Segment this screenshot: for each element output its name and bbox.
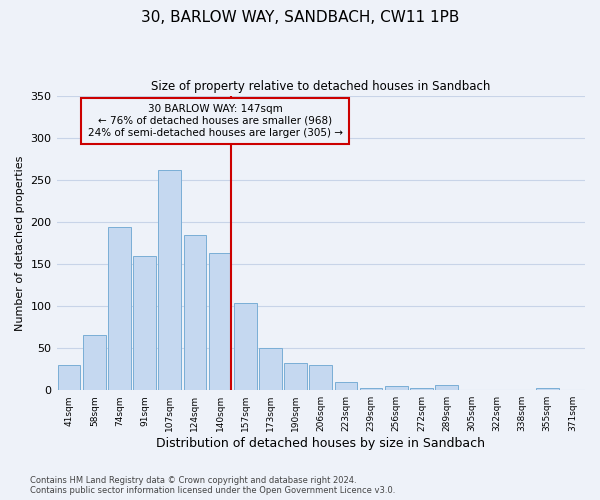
Bar [435,385,458,390]
Bar [284,364,307,390]
Bar [335,382,357,390]
Bar [158,170,181,390]
X-axis label: Distribution of detached houses by size in Sandbach: Distribution of detached houses by size … [156,437,485,450]
Text: 30, BARLOW WAY, SANDBACH, CW11 1PB: 30, BARLOW WAY, SANDBACH, CW11 1PB [141,10,459,25]
Bar [536,388,559,390]
Text: 30 BARLOW WAY: 147sqm
← 76% of detached houses are smaller (968)
24% of semi-det: 30 BARLOW WAY: 147sqm ← 76% of detached … [88,104,343,138]
Bar [234,304,257,390]
Bar [209,253,232,390]
Bar [184,236,206,390]
Text: Contains HM Land Registry data © Crown copyright and database right 2024.
Contai: Contains HM Land Registry data © Crown c… [30,476,395,495]
Bar [58,365,80,390]
Bar [83,336,106,390]
Bar [133,256,156,390]
Bar [410,388,433,390]
Bar [259,348,282,390]
Bar [108,227,131,390]
Bar [310,365,332,390]
Bar [385,386,407,390]
Title: Size of property relative to detached houses in Sandbach: Size of property relative to detached ho… [151,80,490,93]
Y-axis label: Number of detached properties: Number of detached properties [15,155,25,330]
Bar [360,388,382,390]
